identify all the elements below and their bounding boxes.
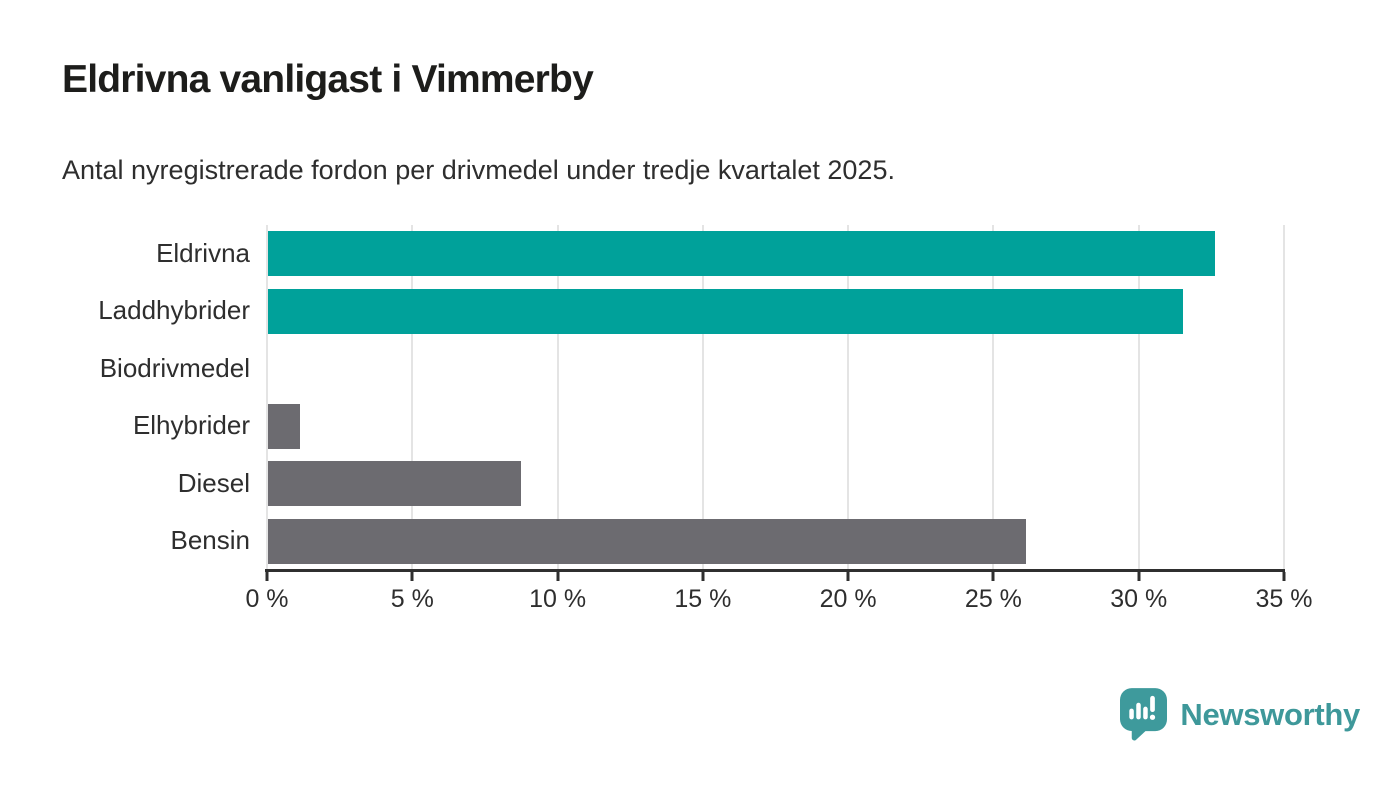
x-tick-label-25: 25 % xyxy=(964,585,1022,613)
category-label-diesel: Diesel xyxy=(177,467,250,498)
newsworthy-logo-text: Newsworthy xyxy=(1180,696,1360,732)
gridline-5% xyxy=(411,225,414,570)
bar-eldrivna xyxy=(268,231,1216,277)
chart-title: Eldrivna vanligast i Vimmerby xyxy=(62,58,594,101)
newsworthy-bubble-chart-icon xyxy=(1120,688,1168,741)
bar-diesel xyxy=(268,461,521,507)
bar-chart-plot-area xyxy=(266,225,1285,570)
bar-elhybrider xyxy=(268,403,300,449)
gridline-25% xyxy=(992,225,995,570)
x-tick-label-5: 5 % xyxy=(390,585,434,613)
gridline-30% xyxy=(1137,225,1140,570)
category-label-eldrivna: Eldrivna xyxy=(156,237,250,268)
bar-laddhybrider xyxy=(268,288,1184,334)
x-tick-20 xyxy=(846,572,850,581)
category-label-laddhybrider: Laddhybrider xyxy=(98,295,250,326)
x-tick-label-30: 30 % xyxy=(1110,585,1168,613)
x-axis-line xyxy=(265,569,1285,572)
gridline-10% xyxy=(556,225,559,570)
category-label-elhybrider: Elhybrider xyxy=(132,410,250,441)
x-tick-5 xyxy=(410,572,414,581)
x-tick-15 xyxy=(701,572,705,581)
x-tick-25 xyxy=(991,572,995,581)
gridline-15% xyxy=(701,225,704,570)
gridline-35% xyxy=(1283,225,1285,570)
x-tick-30 xyxy=(1137,572,1141,581)
category-label-bensin: Bensin xyxy=(170,525,251,556)
gridline-20% xyxy=(847,225,850,570)
gridline-0% xyxy=(266,225,268,570)
x-tick-label-35: 35 % xyxy=(1255,585,1313,613)
category-label-biodrivmedel: Biodrivmedel xyxy=(99,352,250,383)
x-tick-35 xyxy=(1282,572,1286,581)
bar-bensin xyxy=(268,518,1027,564)
x-tick-0 xyxy=(265,572,269,581)
x-tick-label-15: 15 % xyxy=(674,585,732,613)
x-tick-label-20: 20 % xyxy=(819,585,877,613)
chart-subtitle: Antal nyregistrerade fordon per drivmede… xyxy=(62,155,895,185)
x-tick-label-10: 10 % xyxy=(529,585,587,613)
x-tick-label-0: 0 % xyxy=(245,585,289,613)
newsworthy-logo-link[interactable]: Newsworthy xyxy=(1120,688,1360,741)
x-tick-10 xyxy=(556,572,560,581)
